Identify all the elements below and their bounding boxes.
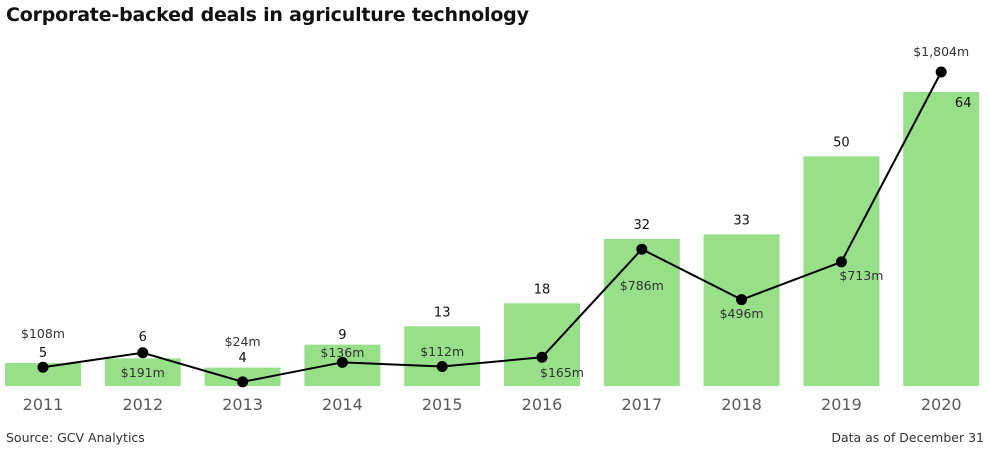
x-axis: 2011 2012 2013 2014 2015 2016 2017 2018 2019 2020 <box>23 395 962 414</box>
deal-count-label: 18 <box>534 282 551 297</box>
x-tick-label: 2015 <box>422 395 463 414</box>
bar-2018 <box>703 234 780 386</box>
x-tick-label: 2017 <box>621 395 662 414</box>
bar-2016 <box>504 303 580 386</box>
funding-point-2018 <box>736 294 748 306</box>
deal-count-label: 4 <box>238 351 246 366</box>
x-tick-label: 2019 <box>821 395 862 414</box>
funding-amount-label: $713m <box>839 268 883 283</box>
line-series <box>37 66 947 388</box>
funding-point-2017 <box>636 243 648 255</box>
funding-point-2020 <box>935 66 947 78</box>
funding-point-2015 <box>436 361 448 373</box>
funding-point-2013 <box>237 376 249 388</box>
x-tick-label: 2011 <box>23 395 64 414</box>
funding-line <box>42 71 943 383</box>
funding-amount-label: $112m <box>420 344 464 359</box>
data-as-of-note: Data as of December 31 <box>831 430 984 445</box>
funding-amount-label: $786m <box>620 278 664 293</box>
deal-count-label: 5 <box>39 346 47 361</box>
deal-count-label: 32 <box>634 218 651 233</box>
bar-2011 <box>5 363 81 386</box>
funding-point-2012 <box>137 347 149 359</box>
funding-amount-label: $136m <box>320 345 364 360</box>
funding-amount-label: $1,804m <box>913 44 969 59</box>
funding-amount-label: $108m <box>21 326 65 341</box>
chart-title: Corporate-backed deals in agriculture te… <box>6 4 529 26</box>
deal-count-label: 13 <box>434 305 451 320</box>
deal-count-label: 50 <box>833 135 850 150</box>
x-tick-label: 2018 <box>721 395 762 414</box>
bar-2020 <box>903 92 980 386</box>
funding-point-2019 <box>835 256 847 268</box>
funding-point-2011 <box>37 361 49 373</box>
data-labels: 5 $108m 6 $191m 4 $24m 9 $136m 13 $112m 18 $165m 32 $… <box>21 44 971 380</box>
source-note: Source: GCV Analytics <box>6 430 145 445</box>
deal-count-label: 6 <box>139 330 147 345</box>
bar-2012 <box>104 358 181 386</box>
funding-amount-label: $496m <box>720 306 764 321</box>
x-tick-label: 2016 <box>522 395 563 414</box>
x-tick-label: 2020 <box>921 395 962 414</box>
funding-point-2014 <box>336 356 348 368</box>
bar-series <box>5 92 980 386</box>
deal-count-label: 64 <box>955 96 972 111</box>
funding-amount-label: $191m <box>121 365 165 380</box>
deal-count-label: 33 <box>733 213 750 228</box>
bar-2015 <box>404 326 481 386</box>
deal-count-label: 9 <box>338 328 346 343</box>
funding-amount-label: $165m <box>540 365 584 380</box>
x-tick-label: 2013 <box>222 395 263 414</box>
x-tick-label: 2014 <box>322 395 363 414</box>
funding-amount-label: $24m <box>225 334 261 349</box>
bar-2017 <box>603 239 680 386</box>
funding-point-2016 <box>536 351 548 363</box>
x-tick-label: 2012 <box>122 395 163 414</box>
